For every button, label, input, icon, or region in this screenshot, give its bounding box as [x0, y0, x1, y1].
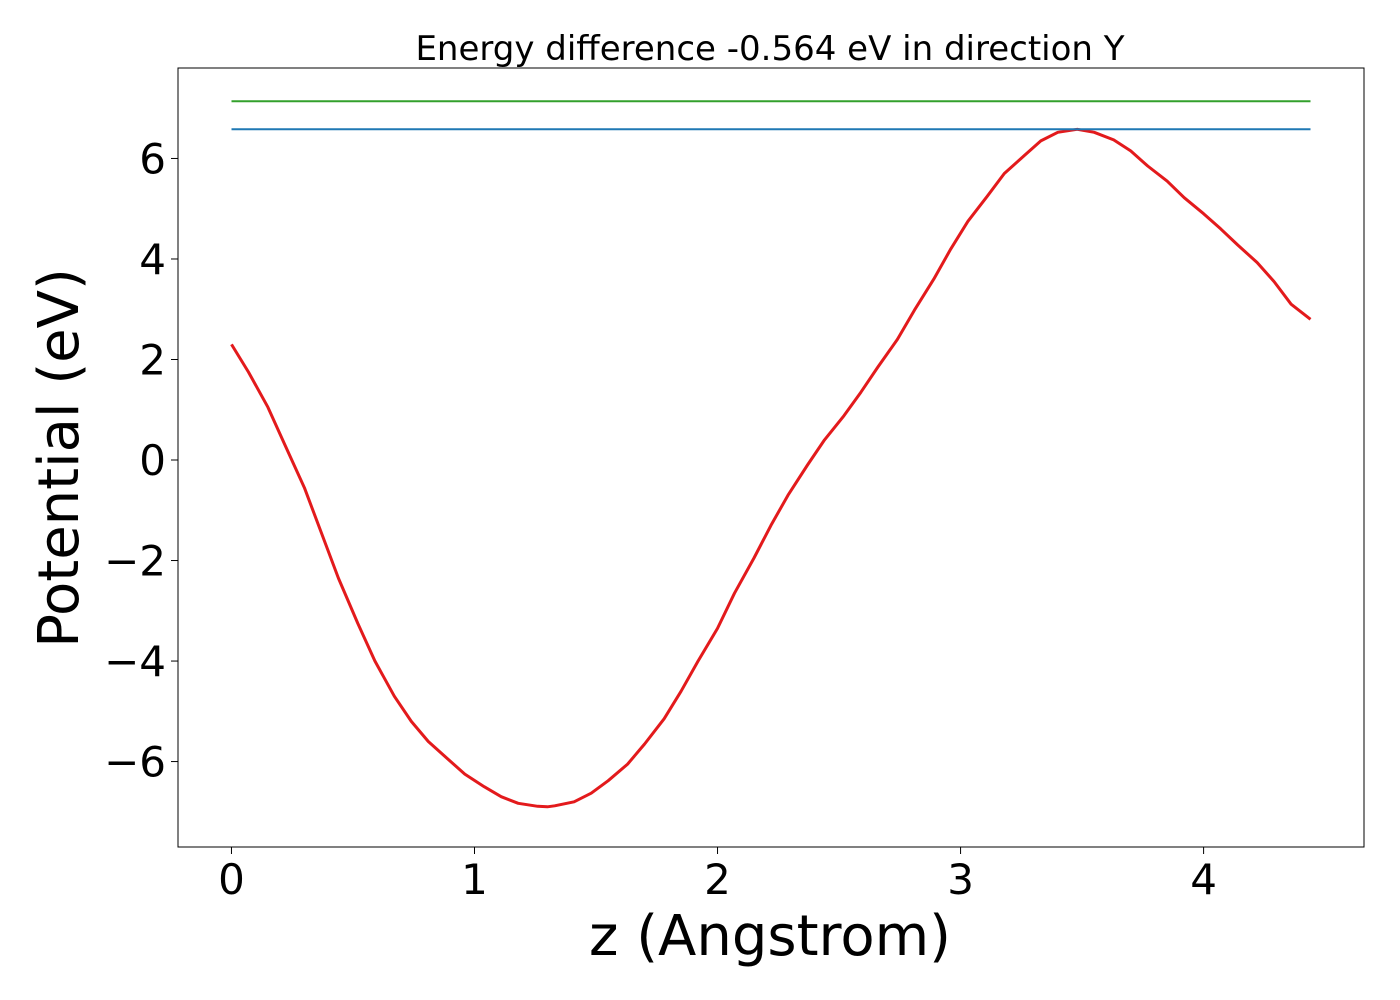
- x-tick-label: 4: [1190, 855, 1217, 904]
- plot-area-frame: [177, 67, 1365, 848]
- y-tick-label: 6: [139, 134, 166, 183]
- x-tick-label: 1: [461, 855, 488, 904]
- potential-curve: [230, 127, 1312, 809]
- y-tick-label: 2: [139, 335, 166, 384]
- y-tick-label: −6: [104, 738, 166, 787]
- x-tick-label: 3: [947, 855, 974, 904]
- x-axis-ticks: 0 1 2 3 4: [218, 847, 1217, 904]
- chart-title: Energy difference -0.564 eV in direction…: [415, 29, 1124, 69]
- y-axis-label: Potential (eV): [27, 268, 92, 648]
- y-tick-label: −4: [104, 637, 166, 686]
- x-tick-label: 0: [218, 855, 245, 904]
- y-tick-label: −2: [104, 537, 166, 586]
- y-axis-ticks: −6 −4 −2 0 2 4 6: [104, 134, 178, 787]
- x-axis-label: z (Angstrom): [589, 904, 951, 969]
- x-tick-label: 2: [704, 855, 731, 904]
- series-group: [230, 100, 1312, 809]
- y-tick-label: 0: [139, 436, 166, 485]
- y-tick-label: 4: [139, 235, 166, 284]
